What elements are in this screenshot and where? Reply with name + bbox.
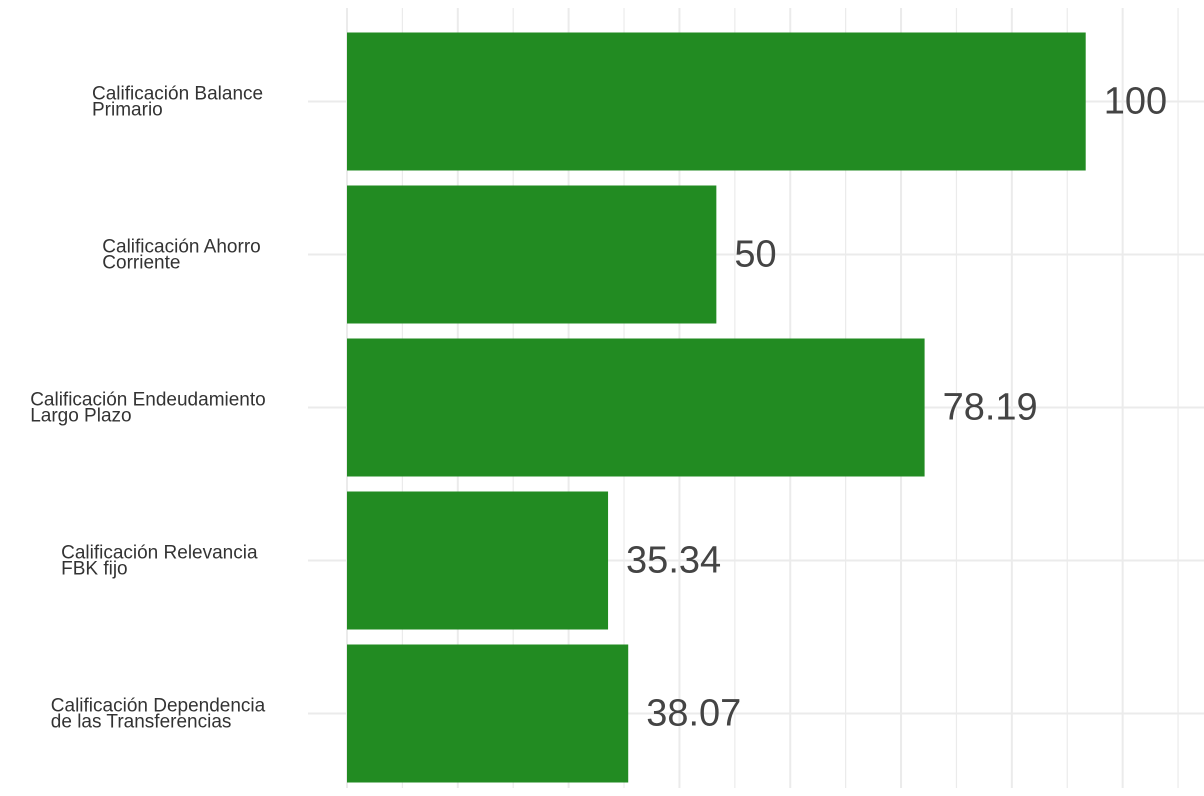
category-label: Calificación Relevancia FBK fijo [61, 542, 258, 579]
category-label-line: Calificación Endeudamiento [30, 389, 266, 410]
bars [347, 32, 1086, 783]
category-label-line: Corriente [102, 252, 180, 273]
category-label: Calificación Endeudamiento Largo Plazo [30, 389, 266, 426]
category-label: Calificación Ahorro Corriente [102, 236, 260, 273]
bar-value-label: 38.07 [646, 693, 741, 735]
category-label-line: de las Transferencias [51, 711, 232, 732]
category-label: Calificación Dependencia de las Transfere… [51, 695, 266, 732]
bar-value-label: 50 [734, 234, 776, 276]
value-labels: 100 50 78.19 35.34 38.07 [626, 81, 1167, 735]
category-label-line: FBK fijo [61, 558, 128, 579]
category-label-line: Calificación Dependencia [51, 695, 266, 716]
bar-value-label: 78.19 [943, 387, 1038, 429]
category-label-line: Calificación Balance [92, 83, 263, 104]
bar-value-label: 100 [1104, 81, 1167, 123]
bar [347, 644, 629, 783]
category-label-line: Calificación Ahorro [102, 236, 260, 257]
bar [347, 338, 925, 477]
category-label-line: Calificación Relevancia [61, 542, 258, 563]
category-label: Calificación Balance Primario [92, 83, 263, 120]
category-labels: Calificación Balance PrimarioCalificación… [30, 83, 266, 732]
bar [347, 32, 1086, 171]
bar-value-label: 35.34 [626, 540, 721, 582]
category-label-line: Primario [92, 99, 163, 120]
bar [347, 185, 717, 324]
category-label-line: Largo Plazo [30, 405, 131, 426]
bar [347, 491, 609, 630]
